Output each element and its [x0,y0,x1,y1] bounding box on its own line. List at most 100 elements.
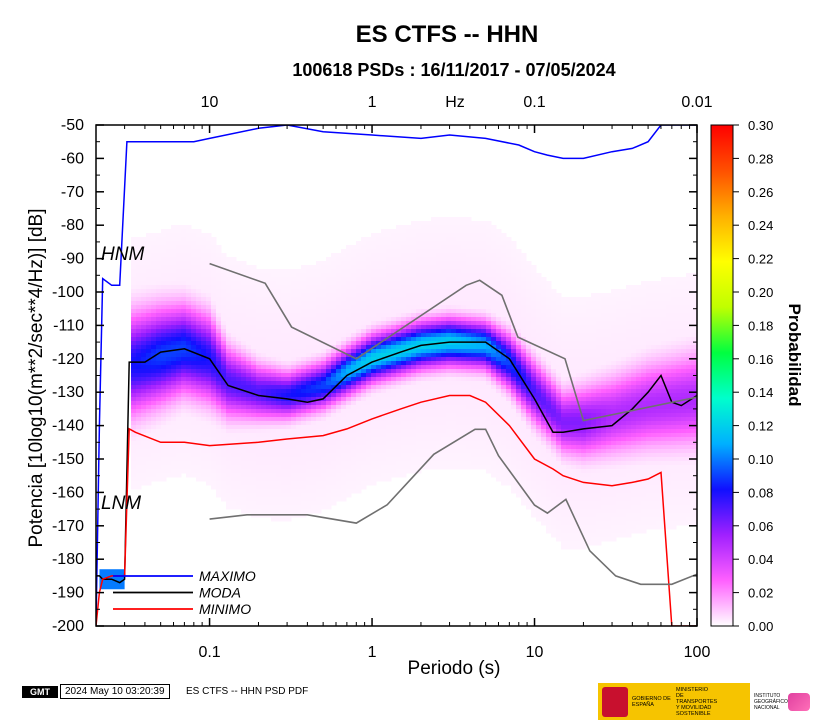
density-cell [136,257,142,262]
density-cell [471,397,477,402]
density-cell [166,397,172,402]
density-cell [186,241,192,246]
density-cell [416,457,422,462]
density-cell [526,445,532,450]
density-cell [341,269,347,274]
density-cell [516,465,522,470]
density-cell [486,277,492,282]
density-cell [171,249,177,254]
density-cell [346,425,352,430]
density-cell [406,265,412,270]
density-cell [141,417,147,422]
density-cell [346,277,352,282]
density-cell [156,289,162,294]
density-cell [326,409,332,414]
density-cell [481,341,487,346]
density-cell [476,245,482,250]
density-cell [161,405,167,410]
density-cell [226,441,232,446]
density-cell [366,249,372,254]
density-cell [401,265,407,270]
density-cell [456,421,462,426]
density-cell [511,281,517,286]
density-cell [266,325,272,330]
density-cell [296,305,302,310]
density-cell [321,453,327,458]
density-cell [421,233,427,238]
density-cell [251,457,257,462]
density-cell [136,249,142,254]
density-cell [506,409,512,414]
density-cell [231,361,237,366]
density-cell [386,361,392,366]
density-cell [491,229,497,234]
density-cell [221,477,227,482]
density-cell [481,221,487,226]
density-cell [481,441,487,446]
density-cell [336,389,342,394]
density-cell [316,373,322,378]
density-cell [276,333,282,338]
density-cell [136,457,142,462]
density-cell [231,477,237,482]
density-cell [296,337,302,342]
density-cell [486,281,492,286]
density-cell [196,273,202,278]
density-cell [331,253,337,258]
density-cell [316,417,322,422]
density-cell [176,421,182,426]
density-cell [511,385,517,390]
density-cell [461,329,467,334]
density-cell [291,441,297,446]
density-cell [281,377,287,382]
density-cell [321,309,327,314]
density-cell [521,285,527,290]
density-cell [391,269,397,274]
density-cell [351,249,357,254]
density-cell [426,249,432,254]
density-cell [156,353,162,358]
density-cell [386,329,392,334]
density-cell [196,329,202,334]
density-cell [466,289,472,294]
density-cell [471,309,477,314]
density-cell [496,441,502,446]
density-cell [266,277,272,282]
density-cell [196,269,202,274]
density-cell [306,457,312,462]
density-cell [171,453,177,458]
density-cell [486,257,492,262]
density-cell [436,373,442,378]
density-cell [271,417,277,422]
density-cell [351,333,357,338]
density-cell [441,269,447,274]
density-cell [271,333,277,338]
density-cell [461,385,467,390]
density-cell [441,253,447,258]
density-cell [476,337,482,342]
density-cell [366,381,372,386]
density-cell [401,389,407,394]
density-cell [331,409,337,414]
density-cell [376,401,382,406]
density-cell [161,361,167,366]
density-cell [381,397,387,402]
density-cell [146,365,152,370]
density-cell [281,429,287,434]
density-cell [146,409,152,414]
density-cell [501,341,507,346]
density-cell [271,385,277,390]
density-cell [481,413,487,418]
density-cell [446,349,452,354]
density-cell [311,481,317,486]
density-cell [211,269,217,274]
density-cell [421,337,427,342]
density-cell [421,381,427,386]
density-cell [201,309,207,314]
density-cell [296,345,302,350]
density-cell [471,353,477,358]
density-cell [226,477,232,482]
density-cell [501,409,507,414]
density-cell [296,437,302,442]
density-cell [141,285,147,290]
